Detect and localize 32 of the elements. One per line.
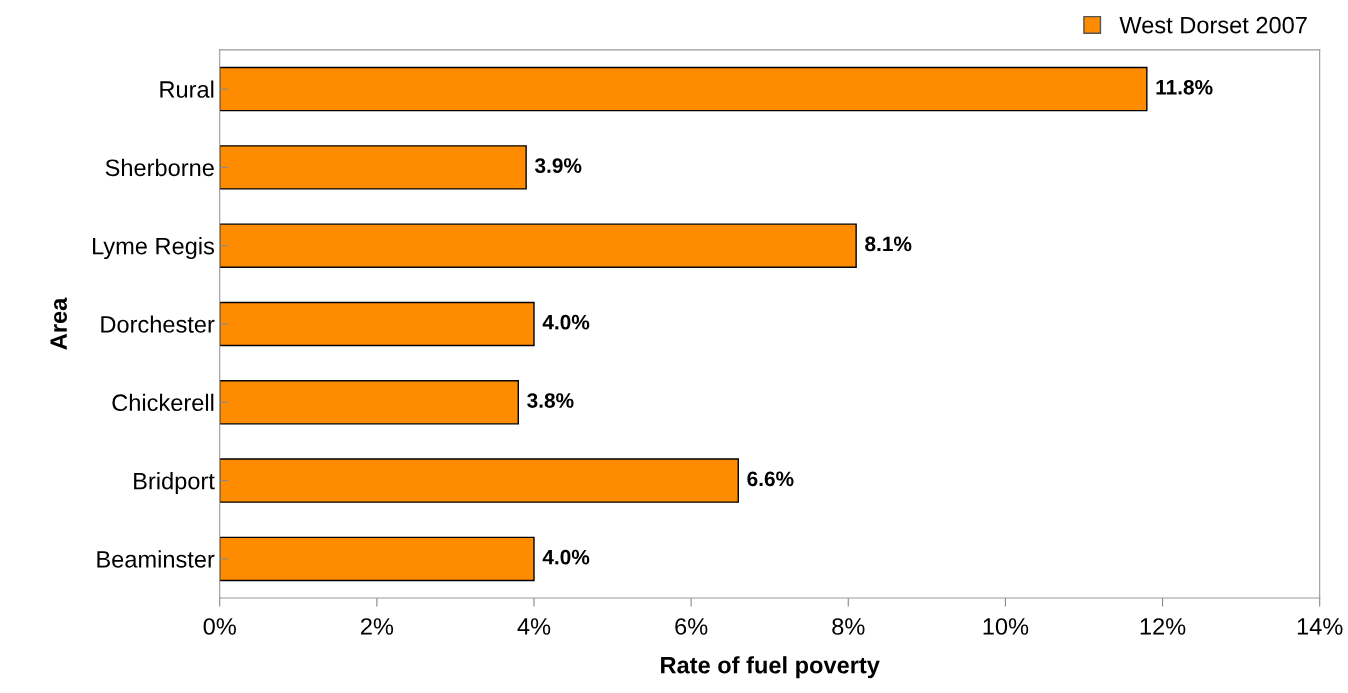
bar	[219, 145, 527, 190]
data-label: 11.8%	[1156, 79, 1213, 95]
x-tick-label: 8%	[832, 618, 865, 635]
data-label: 4.0%	[542, 549, 590, 565]
y-tick-label: Rural	[160, 80, 214, 98]
x-tick-label: 10%	[983, 618, 1029, 635]
y-tick-label: Dorchester	[101, 315, 215, 333]
x-tick-label: 2%	[360, 618, 394, 635]
y-tick-label: Chickerell	[112, 393, 214, 412]
data-label: 3.8%	[527, 393, 574, 408]
data-label: 3.9%	[534, 158, 582, 173]
bar	[219, 66, 1148, 112]
data-label: 6.6%	[747, 471, 794, 487]
data-label: 8.1%	[865, 236, 912, 252]
bar	[219, 223, 857, 268]
x-tick-label: 12%	[1140, 618, 1186, 635]
y-tick-label: Sherborne	[105, 158, 214, 177]
bar	[219, 380, 519, 425]
y-tick-label: Lyme Regis	[93, 237, 215, 260]
y-tick-label: Bridport	[134, 472, 215, 495]
x-tick-label: 4%	[517, 618, 551, 635]
x-axis-title: Rate of fuel poverty	[661, 656, 880, 679]
y-axis-title: Area	[50, 297, 67, 350]
x-tick-label: 14%	[1297, 618, 1343, 635]
y-tick-label: Beaminster	[97, 550, 215, 568]
bar	[219, 458, 739, 503]
bar	[219, 301, 535, 347]
legend-label: West Dorset 2007	[1119, 16, 1307, 34]
x-tick-label: 6%	[675, 618, 708, 635]
data-label: 4.0%	[542, 314, 590, 330]
x-tick-label: 0%	[203, 618, 236, 635]
bar	[219, 536, 535, 582]
